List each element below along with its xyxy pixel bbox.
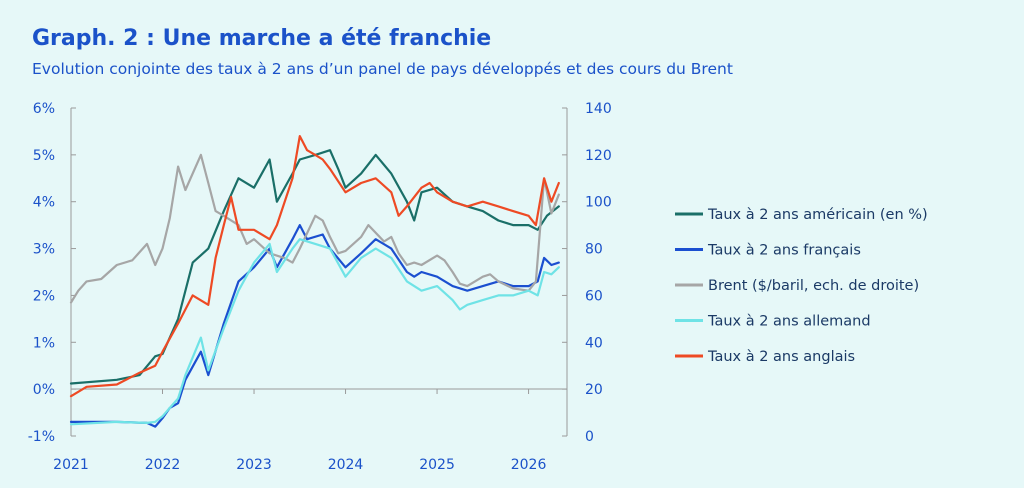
left-tick-label: 0% [33,382,55,398]
series-line-2 [69,224,560,428]
series-line-1 [69,149,560,385]
right-tick-label: 140 [585,101,612,117]
series-line-3 [69,153,560,304]
legend-label: Taux à 2 ans anglais [707,349,855,365]
chart-axes: -1% 0% 1% 2% 3% 4% 5% 6% 0 20 40 60 80 100 120 140 2021 2… [28,101,612,473]
x-tick-label: 2026 [511,457,547,473]
chart-title: Graph. 2 : Une marche a été franchie [32,26,492,51]
left-tick-label: 3% [33,242,55,258]
right-tick-label: 20 [585,382,603,398]
left-tick-label: -1% [28,429,55,445]
legend-label: Taux à 2 ans allemand [707,314,871,330]
right-tick-label: 40 [585,335,603,351]
right-tick-label: 80 [585,242,603,258]
right-tick-label: 60 [585,288,603,304]
x-tick-label: 2021 [53,457,89,473]
chart-legend: Taux à 2 ans américain (en %) Taux à 2 an… [675,207,928,365]
legend-label: Brent ($/baril, ech. de droite) [708,278,919,294]
right-tick-label: 100 [585,195,612,211]
legend-label: Taux à 2 ans américain (en %) [707,207,928,223]
left-tick-label: 5% [33,148,55,164]
chart-series [69,135,560,428]
legend-label: Taux à 2 ans français [707,243,861,259]
x-tick-label: 2022 [145,457,181,473]
left-tick-label: 6% [33,101,55,117]
series-line-4 [69,238,560,426]
x-tick-label: 2023 [236,457,272,473]
right-tick-label: 0 [585,429,594,445]
left-tick-label: 2% [33,288,55,304]
series-line-5 [69,135,560,398]
left-tick-label: 1% [33,335,55,351]
x-tick-label: 2024 [328,457,364,473]
x-tick-label: 2025 [419,457,455,473]
left-tick-label: 4% [33,195,55,211]
right-tick-label: 120 [585,148,612,164]
chart-subtitle: Evolution conjointe des taux à 2 ans d’u… [32,60,733,78]
